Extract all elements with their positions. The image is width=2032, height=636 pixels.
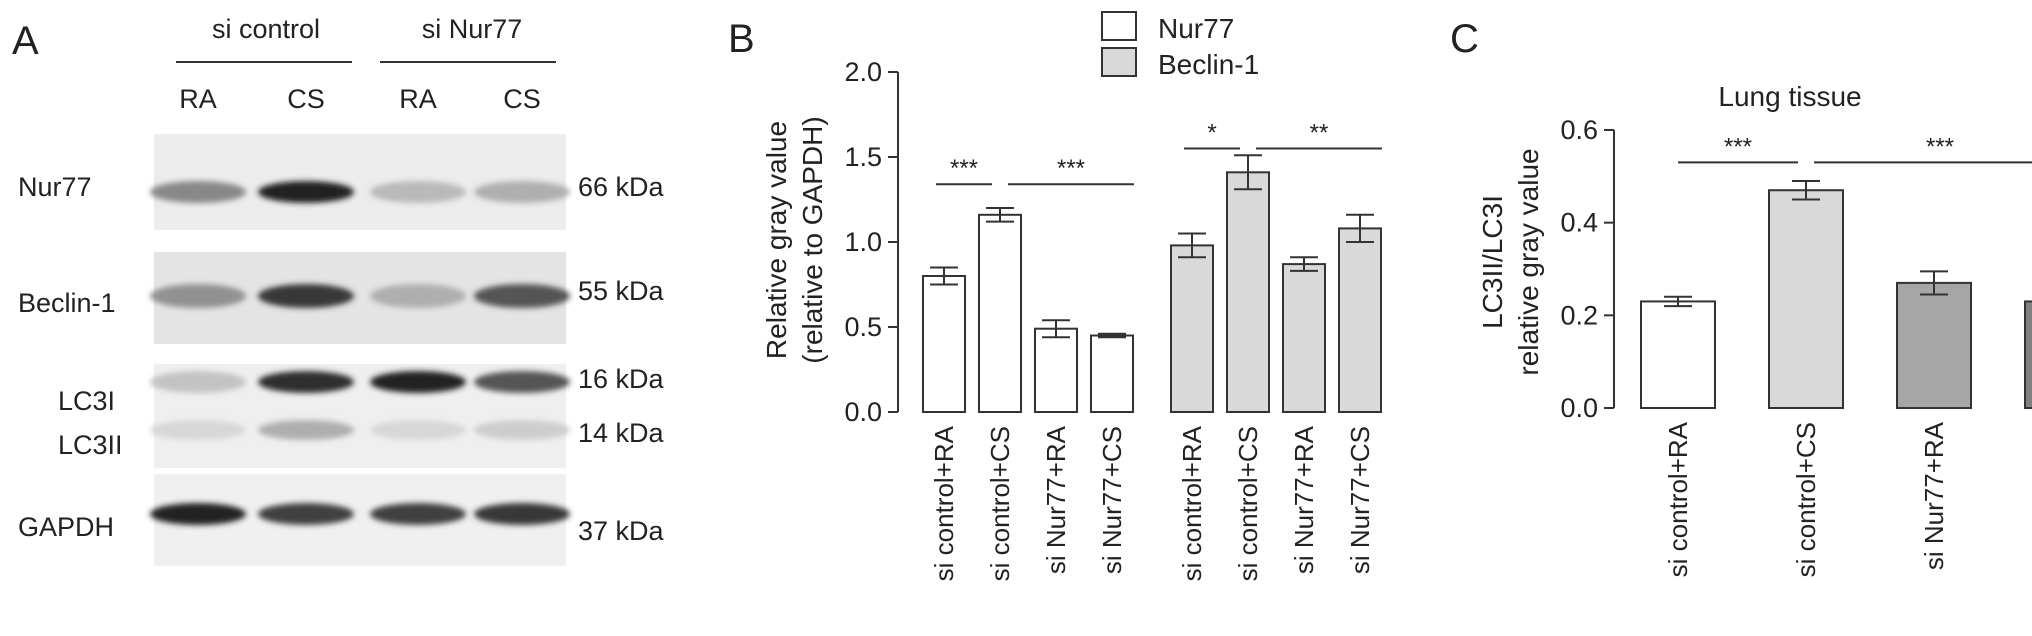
category-label: si Nur77+RA [1919, 421, 1949, 570]
significance-label: *** [1926, 133, 1954, 160]
category-label: si control+CS [1791, 422, 1821, 577]
chart-c-plot: 0.0 0.2 0.4 0.6 si control+RA si control+CS si… [1560, 115, 2032, 577]
kda-label-14: 14 kDa [578, 418, 665, 448]
chart-c-y-tick-label: 0.6 [1560, 115, 1598, 145]
category-label: si Nur77+RA [1289, 425, 1319, 574]
legend-label-nur77: Nur77 [1158, 13, 1234, 44]
blot-band [370, 503, 466, 525]
category-label: si Nur77+CS [1097, 426, 1127, 574]
blot-band [150, 181, 246, 203]
category-label: si control+RA [1663, 421, 1693, 577]
chart-b-plot: 0.0 0.5 1.0 1.5 2.0 si control+RA si control+C… [844, 57, 1382, 581]
significance-label: *** [1724, 133, 1752, 160]
chart-c-y-tick-label: 0.4 [1560, 208, 1598, 238]
chart-b-y-tick-label: 2.0 [844, 57, 882, 87]
lane-label-3: RA [399, 84, 437, 114]
legend-swatch-beclin1 [1101, 47, 1137, 77]
kda-label-37: 37 kDa [578, 516, 665, 546]
chart-c-ylabel-2: relative gray value [1513, 148, 1544, 375]
blot-band [474, 503, 570, 525]
chart-b-ylabel: Relative gray value [761, 121, 792, 359]
legend-swatch-nur77 [1101, 11, 1137, 41]
blot-band [370, 284, 466, 308]
chart-c-y-tick-label: 0.0 [1560, 393, 1598, 423]
kda-label-66: 66 kDa [578, 172, 665, 202]
blot-band [258, 284, 354, 308]
blot-band [258, 181, 354, 203]
blot-band [258, 420, 354, 440]
row-label-nur77: Nur77 [18, 172, 92, 202]
chart-b-y-tick-label: 0.0 [844, 397, 882, 427]
chart-b-y-tick-label: 0.5 [844, 312, 882, 342]
bar-beclin-1 [1226, 171, 1270, 413]
panel-a: A si control si Nur77 RA CS RA CS Nur77 … [12, 14, 665, 566]
blot-band [474, 420, 570, 440]
bar-lc3-ratio [1896, 281, 1972, 409]
blot-membrane-nur77 [154, 134, 566, 230]
category-label: si Nur77+RA [1041, 425, 1071, 574]
panel-a-letter: A [12, 19, 39, 63]
chart-b-y-tick-label: 1.0 [844, 227, 882, 257]
row-label-lc3ii: LC3II [58, 430, 123, 460]
row-label-beclin1: Beclin-1 [18, 288, 116, 318]
bar-nur77 [1034, 327, 1078, 414]
chart-c-ylabel: LC3II/LC3I [1477, 195, 1508, 329]
blot-band [258, 503, 354, 525]
group-label-si-nur77: si Nur77 [422, 14, 523, 44]
legend-label-beclin1: Beclin-1 [1158, 49, 1259, 80]
blot-band [474, 181, 570, 203]
group-label-si-control: si control [212, 14, 320, 44]
bar-beclin-1 [1338, 227, 1382, 413]
bar-lc3-ratio [2024, 300, 2032, 409]
kda-label-55: 55 kDa [578, 276, 665, 306]
lane-label-4: CS [503, 84, 541, 114]
blot-band [150, 503, 246, 525]
category-label: si control+RA [1177, 425, 1207, 581]
panel-b-letter: B [728, 17, 755, 61]
bar-nur77 [1090, 334, 1134, 413]
chart-b-y-tick-label: 1.5 [844, 142, 882, 172]
chart-b-ylabel-2: (relative to GAPDH) [797, 116, 828, 363]
blot-band [474, 284, 570, 308]
row-label-gapdh: GAPDH [18, 512, 114, 542]
significance-label: *** [1057, 155, 1085, 182]
blot-band [370, 371, 466, 393]
chart-c-title: Lung tissue [1718, 81, 1861, 112]
bar-lc3-ratio [1768, 189, 1844, 409]
blot-band [370, 181, 466, 203]
lane-label-2: CS [287, 84, 325, 114]
blot-band [150, 371, 246, 393]
category-label: si control+RA [929, 425, 959, 581]
bar-beclin-1 [1170, 244, 1214, 413]
category-label: si Nur77+CS [1345, 426, 1375, 574]
row-label-lc3i: LC3I [58, 386, 115, 416]
blot-band [150, 420, 246, 440]
blot-bands [150, 181, 570, 525]
category-label: si control+CS [985, 426, 1015, 581]
chart-b-legend: Nur77 Beclin-1 [1101, 11, 1259, 80]
blot-band [474, 371, 570, 393]
bar-beclin-1 [1282, 263, 1326, 413]
bar-nur77 [978, 213, 1022, 413]
significance-label: * [1207, 120, 1216, 147]
significance-label: ** [1310, 120, 1329, 147]
panel-c-letter: C [1450, 17, 1479, 61]
panel-b: B Nur77 Beclin-1 Relative gray value (re… [728, 11, 1382, 581]
category-label: si control+CS [1233, 426, 1263, 581]
bar-lc3-ratio [1640, 300, 1716, 409]
blot-band [370, 420, 466, 440]
lane-label-1: RA [179, 84, 217, 114]
significance-label: *** [950, 155, 978, 182]
bar-nur77 [922, 275, 966, 413]
chart-c-y-tick-label: 0.2 [1560, 300, 1598, 330]
blot-band [258, 371, 354, 393]
panel-c: C Lung tissue LC3II/LC3I relative gray v… [1450, 17, 2032, 577]
blot-band [150, 284, 246, 308]
kda-label-16: 16 kDa [578, 364, 665, 394]
